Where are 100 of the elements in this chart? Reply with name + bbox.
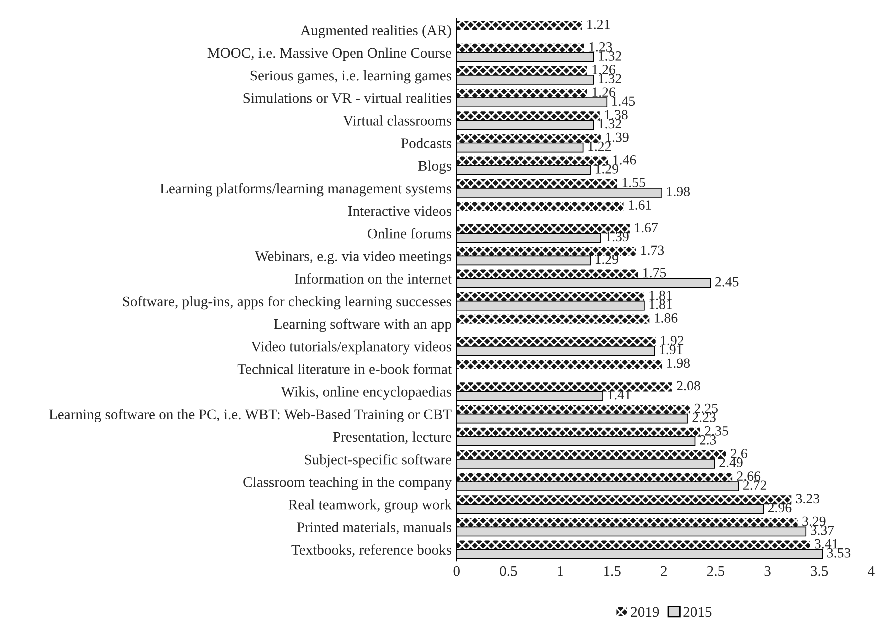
data-label: 2.72 — [744, 480, 766, 490]
data-label: 1.67 — [635, 223, 658, 233]
bar — [456, 496, 792, 505]
bar — [456, 112, 600, 121]
legend-label: 2019 — [631, 607, 660, 618]
data-label: 1.81 — [650, 300, 672, 310]
y-tick-label: Simulations or VR - virtual realities — [244, 93, 452, 104]
y-tick-label: Webinars, e.g. via video meetings — [255, 251, 452, 264]
data-label: 2.96 — [768, 503, 792, 513]
data-label: 1.73 — [642, 246, 664, 256]
data-label: 1.81 — [650, 290, 672, 300]
y-tick-label: Blogs — [418, 160, 452, 174]
data-label: 3.53 — [828, 548, 851, 558]
data-label: 2.3 — [700, 436, 716, 445]
data-label: 2.49 — [720, 458, 743, 468]
data-label: 1.38 — [605, 110, 628, 120]
y-tick-label: Virtual classrooms — [343, 116, 452, 126]
x-tick-label: 3.5 — [811, 566, 828, 576]
x-tick-label: 1.5 — [604, 566, 621, 576]
y-tick-label: Textbooks, reference books — [292, 544, 452, 558]
data-label: 1.39 — [606, 132, 629, 142]
y-tick-label: Serious games, i.e. learning games — [250, 70, 452, 84]
bar — [456, 405, 690, 414]
bar — [456, 21, 582, 30]
y-tick-label: Subject-specific software — [305, 454, 452, 468]
data-label: 1.46 — [614, 155, 636, 165]
x-tick-label: 0 — [454, 566, 460, 576]
y-tick-label: Presentation, lecture — [333, 432, 452, 444]
data-label: 2.25 — [694, 404, 718, 414]
y-tick-label: Software, plug-ins, apps for checking learning successes — [123, 296, 452, 310]
x-tick-label: 2.5 — [707, 566, 725, 576]
data-label: 2.45 — [716, 277, 739, 287]
bar — [456, 179, 618, 188]
bar — [456, 314, 650, 324]
y-tick-label: Video tutorials/explanatory videos — [251, 341, 452, 355]
data-label: 1.21 — [588, 20, 610, 30]
bar — [456, 360, 662, 370]
data-label: 2.08 — [677, 381, 700, 391]
y-tick-label: Learning platforms/learning management systems — [160, 183, 452, 197]
bar — [456, 156, 608, 166]
y-tick-label: Learning software with an app — [274, 318, 452, 332]
data-label: 1.41 — [608, 390, 631, 400]
data-label: 2.23 — [692, 412, 716, 422]
bar — [456, 473, 733, 482]
data-label: 1.86 — [655, 314, 678, 323]
data-label: 2.35 — [705, 426, 728, 436]
y-tick-label: Real teamwork, group work — [288, 500, 452, 513]
data-label: 1.55 — [622, 178, 646, 188]
data-label: 1.39 — [606, 232, 629, 242]
data-label: 1.32 — [599, 119, 622, 129]
y-tick-label: Online forums — [368, 228, 452, 239]
data-label: 2.6 — [731, 449, 748, 458]
x-tick-label: 3 — [764, 566, 771, 576]
y-tick-label: Interactive videos — [348, 206, 452, 216]
data-label: 1.29 — [596, 164, 618, 174]
y-tick-label: Augmented realities (AR) — [300, 25, 452, 39]
legend-label: 2015 — [684, 607, 712, 618]
x-tick-label: 1 — [558, 566, 564, 576]
bar — [456, 450, 726, 460]
data-label: 1.26 — [592, 65, 616, 75]
data-label: 3.23 — [796, 494, 820, 504]
data-label: 1.61 — [629, 200, 652, 210]
data-label: 1.22 — [588, 142, 612, 152]
data-label: 1.32 — [599, 74, 622, 84]
bar — [456, 247, 636, 256]
data-label: 1.98 — [667, 187, 690, 196]
x-tick-label: 4 — [868, 566, 875, 576]
data-label: 1.92 — [661, 336, 684, 346]
bar — [456, 270, 638, 279]
bar — [456, 382, 672, 392]
bar — [456, 44, 584, 53]
bar — [456, 134, 601, 144]
x-tick-label: 2 — [661, 566, 667, 576]
y-tick-label: Learning software on the PC, i.e. WBT: Web-Based Training or CBT — [49, 409, 452, 423]
y-tick-label: Wikis, online encyclopaedias — [281, 386, 452, 400]
data-label: 1.91 — [660, 345, 682, 355]
bar — [456, 202, 624, 212]
y-tick-label: Classroom teaching in the company — [244, 476, 452, 490]
y-tick-label: Podcasts — [401, 138, 452, 148]
data-label: 3.37 — [810, 526, 834, 536]
bar — [456, 518, 798, 528]
data-label: 1.29 — [596, 254, 618, 264]
data-label: 1.45 — [612, 96, 636, 106]
data-label: 1.32 — [599, 52, 622, 61]
y-tick-label: Technical literature in e-book format — [238, 364, 452, 374]
bar — [456, 540, 810, 550]
bar — [456, 224, 630, 234]
data-label: 1.26 — [592, 88, 616, 98]
data-label: 3.41 — [815, 539, 838, 549]
data-label: 1.23 — [590, 42, 612, 52]
bar — [456, 428, 700, 437]
y-tick-label: MOOC, i.e. Massive Open Online Course — [208, 48, 452, 62]
y-tick-label: Information on the internet — [295, 274, 452, 284]
bar — [456, 337, 656, 347]
bar — [456, 89, 588, 98]
data-label: 1.98 — [667, 358, 690, 368]
data-label: 1.75 — [644, 268, 666, 278]
y-tick-label: Printed materials, manuals — [297, 522, 452, 535]
bar — [456, 66, 588, 76]
bar — [456, 292, 644, 302]
